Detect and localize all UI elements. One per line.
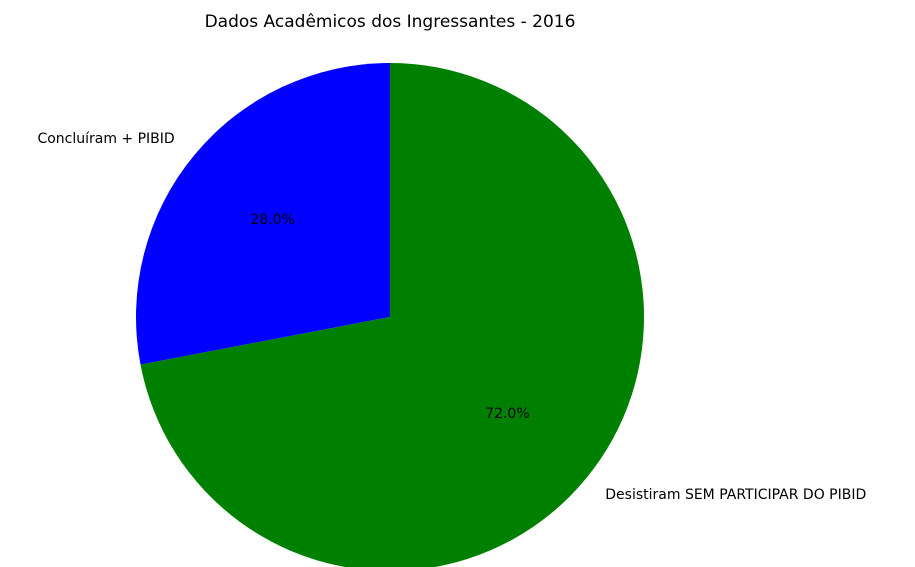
category-label: Concluíram + PIBID	[37, 131, 174, 147]
pie-slice	[140, 63, 644, 567]
value-label: 72.0%	[485, 406, 529, 422]
category-label: Desistiram SEM PARTICIPAR DO PIBID	[605, 487, 866, 503]
chart-title: Dados Acadêmicos dos Ingressantes - 2016	[205, 12, 576, 32]
value-label: 28.0%	[250, 212, 294, 228]
pie-slice	[136, 63, 390, 365]
